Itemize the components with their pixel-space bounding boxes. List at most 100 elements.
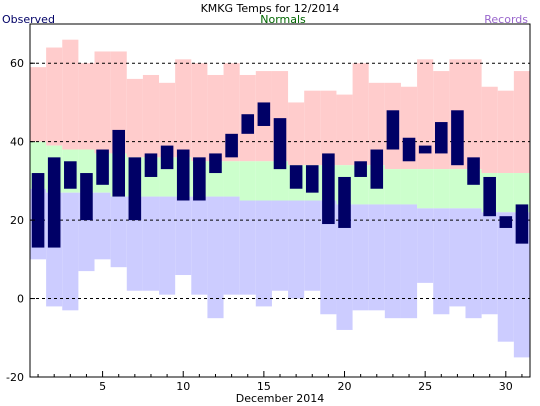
observed-bar <box>160 145 174 170</box>
x-tick-label: 15 <box>257 380 271 393</box>
observed-bar <box>144 153 158 177</box>
record-high-band <box>126 78 143 158</box>
legend-normals: Normals <box>260 13 306 26</box>
y-tick-label: 0 <box>17 293 24 306</box>
observed-bar <box>418 145 432 154</box>
y-tick-label: 20 <box>10 214 24 227</box>
x-tick-label: 25 <box>418 380 432 393</box>
record-high-band <box>30 67 47 142</box>
record-high-band <box>497 90 514 174</box>
record-high-band <box>110 51 127 154</box>
observed-bar <box>354 161 367 177</box>
observed-bar <box>209 153 222 174</box>
range-fills <box>30 39 530 358</box>
record-high-band <box>46 47 63 146</box>
normal-band <box>384 169 401 205</box>
record-low-band <box>255 200 272 307</box>
y-tick-label: 60 <box>10 57 24 70</box>
record-low-band <box>481 212 498 315</box>
record-low-band <box>239 200 256 295</box>
normal-band <box>449 169 466 209</box>
record-high-band <box>513 71 530 174</box>
x-tick-label: 20 <box>338 380 352 393</box>
legend-records: Records <box>484 13 528 26</box>
normal-band <box>223 161 240 197</box>
record-high-band <box>142 74 160 158</box>
y-axis-tick-labels: -20 0 20 40 60 <box>6 57 24 384</box>
normal-band <box>239 161 256 201</box>
record-low-band <box>191 196 208 295</box>
observed-bars <box>31 102 529 248</box>
normal-band <box>417 169 434 209</box>
record-low-band <box>175 196 192 276</box>
observed-bar <box>467 157 480 185</box>
legend-observed: Observed <box>2 13 55 26</box>
observed-bar <box>322 153 335 225</box>
record-low-band <box>384 204 401 319</box>
observed-bar <box>386 110 400 150</box>
record-low-band <box>400 204 418 319</box>
record-low-band <box>497 212 514 342</box>
normal-band <box>513 173 530 213</box>
observed-bar <box>225 133 238 158</box>
observed-bar <box>257 102 271 126</box>
record-high-band <box>175 59 192 158</box>
record-low-band <box>271 200 289 291</box>
record-high-band <box>62 39 79 150</box>
record-high-band <box>288 102 305 166</box>
record-high-band <box>78 63 95 150</box>
record-low-band <box>368 204 385 311</box>
record-high-band <box>191 63 208 162</box>
record-high-band <box>368 82 385 166</box>
y-tick-label: 40 <box>10 136 24 149</box>
x-axis-label: December 2014 <box>236 392 325 405</box>
observed-bar <box>96 149 109 185</box>
record-low-band <box>288 200 305 299</box>
observed-bar <box>47 157 61 248</box>
record-low-band <box>110 196 127 268</box>
y-tick-label: -20 <box>6 371 24 384</box>
x-tick-label: 30 <box>499 380 513 393</box>
observed-bar <box>402 137 416 162</box>
record-low-band <box>513 212 530 358</box>
normal-band <box>271 161 289 201</box>
record-high-band <box>207 74 224 162</box>
normal-band <box>400 169 418 205</box>
normal-band <box>497 173 514 213</box>
observed-bar <box>128 157 142 221</box>
x-axis-tick-labels: 5 10 15 20 25 30 <box>99 380 513 393</box>
record-high-band <box>433 71 450 170</box>
record-high-band <box>304 90 321 166</box>
axis-ticks <box>30 62 523 378</box>
observed-bar <box>273 118 287 170</box>
observed-bar <box>499 216 513 228</box>
record-high-band <box>352 63 369 166</box>
record-low-band <box>433 208 450 315</box>
record-low-band <box>62 192 79 311</box>
record-low-band <box>352 204 369 311</box>
x-tick-label: 5 <box>99 380 106 393</box>
normal-band <box>255 161 272 201</box>
record-low-band <box>320 200 337 315</box>
record-high-band <box>481 86 498 174</box>
x-tick-label: 10 <box>176 380 190 393</box>
record-low-band <box>142 196 160 291</box>
normal-band <box>433 169 450 209</box>
record-high-band <box>159 82 176 158</box>
record-low-band <box>417 208 434 283</box>
record-low-band <box>449 208 466 307</box>
observed-bar <box>483 176 496 217</box>
observed-bar <box>451 110 464 166</box>
record-low-band <box>223 196 240 295</box>
observed-bar <box>193 157 206 201</box>
observed-bar <box>112 129 125 197</box>
observed-bar <box>515 204 529 244</box>
observed-bar <box>241 114 255 134</box>
record-high-band <box>336 94 353 166</box>
record-low-band <box>207 196 224 319</box>
record-low-band <box>94 192 111 260</box>
observed-bar <box>289 165 303 189</box>
record-high-band <box>94 51 111 154</box>
record-high-band <box>320 90 337 166</box>
